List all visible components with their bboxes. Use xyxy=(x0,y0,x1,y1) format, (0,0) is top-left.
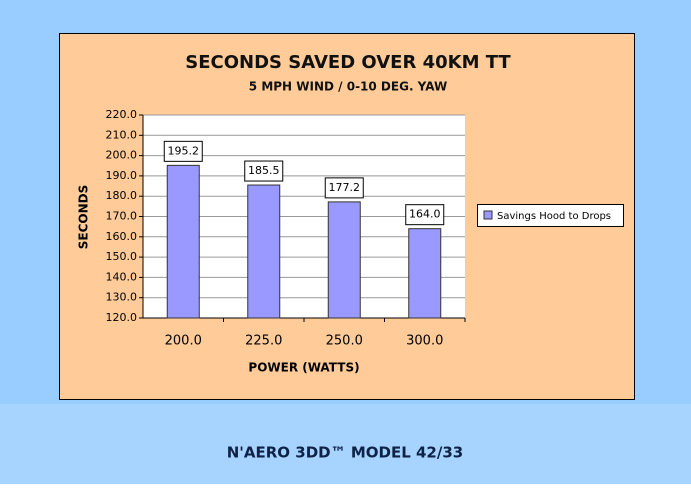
bar xyxy=(327,201,361,319)
chart-subtitle: 5 MPH WIND / 0-10 DEG. YAW xyxy=(249,80,447,94)
value-label: 177.2 xyxy=(329,181,361,194)
value-label-box xyxy=(163,140,203,162)
legend-box xyxy=(477,204,624,227)
y-tick-label: 180.0 xyxy=(106,189,138,202)
chart-title: SECONDS SAVED OVER 40KM TT xyxy=(185,52,511,73)
x-tick-label: 225.0 xyxy=(245,334,282,349)
y-tick-label: 220.0 xyxy=(106,108,138,121)
value-label-box xyxy=(405,204,445,226)
y-tick-label: 190.0 xyxy=(106,169,138,182)
footer-text: N'AERO 3DD™ MODEL 42/33 xyxy=(227,444,463,462)
y-tick-label: 170.0 xyxy=(106,210,138,223)
value-label-box xyxy=(244,160,284,182)
y-tick-label: 200.0 xyxy=(106,149,138,162)
legend-swatch xyxy=(483,210,493,220)
bar xyxy=(247,184,281,319)
value-label: 164.0 xyxy=(409,208,441,221)
y-tick-label: 160.0 xyxy=(106,230,138,243)
plot: 120.0 130.0 140.0 150.0 160.0 170.0 180.0 190.0… xyxy=(106,108,624,349)
bar xyxy=(166,164,200,319)
y-axis-label: SECONDS xyxy=(77,185,91,250)
x-tick-label: 250.0 xyxy=(326,334,363,349)
value-label: 185.5 xyxy=(248,164,280,177)
x-axis-label: POWER (WATTS) xyxy=(248,361,359,375)
y-tick-label: 150.0 xyxy=(106,250,138,263)
y-tick-label: 120.0 xyxy=(106,311,138,324)
x-tick-label: 200.0 xyxy=(165,334,202,349)
value-label-box xyxy=(324,177,364,199)
y-tick-label: 140.0 xyxy=(106,270,138,283)
y-tick-label: 130.0 xyxy=(106,291,138,304)
value-label: 195.2 xyxy=(168,144,200,157)
bar xyxy=(408,228,442,319)
legend-label: Savings Hood to Drops xyxy=(497,211,611,222)
x-tick-label: 300.0 xyxy=(406,334,443,349)
y-tick-label: 210.0 xyxy=(106,128,138,141)
footer-band xyxy=(0,404,691,484)
